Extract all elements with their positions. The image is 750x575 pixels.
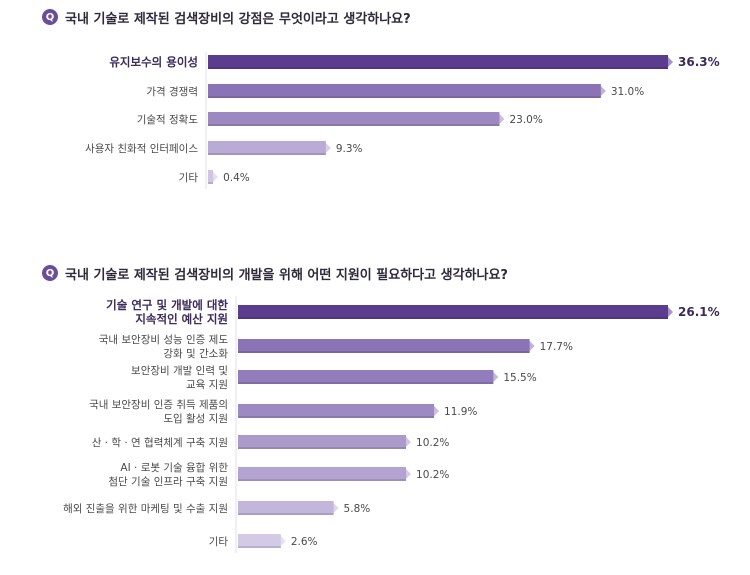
value-label: 17.7% [540, 341, 573, 353]
category-label-line: 보안장비 개발 인력 및 [131, 365, 228, 377]
bar [208, 112, 500, 126]
bar-shadow [208, 96, 601, 98]
category-label-line: 도입 활성 지원 [163, 412, 228, 425]
category-label-line: 산 · 학 · 연 협력체계 구축 지원 [92, 436, 228, 449]
chart-2: 26.1% 기술 연구 및 개발에 대한 지속적인 예산 지원 17.7% 국내 보안장… [63, 296, 720, 553]
category-label-line: AI · 로봇 기술 융합 위한 [120, 461, 228, 474]
value-label: 5.8% [344, 503, 371, 515]
bar-shadow [238, 416, 435, 418]
value-label: 0.4% [223, 172, 250, 184]
question-badge: Q [42, 265, 58, 281]
category-label-line: 기타 [179, 172, 199, 184]
bar [238, 534, 281, 548]
category-label: 기타 [209, 536, 229, 548]
value-label: 9.3% [336, 143, 363, 155]
chart-1: 36.3% 유지보수의 용이성 31.0% 가격 경쟁력 23.0% 기술적 정확도 9.3… [85, 52, 720, 189]
bar [208, 55, 668, 69]
value-label: 15.5% [503, 372, 536, 384]
bar-tip [323, 141, 331, 155]
bar [208, 170, 214, 184]
bar-shadow [238, 479, 407, 481]
bar [238, 339, 530, 353]
bar-tip [666, 55, 673, 69]
category-label-line: 기타 [209, 536, 229, 548]
bar-tip [598, 84, 606, 98]
category-label-line: 해외 진출을 위한 마케팅 및 수출 지원 [63, 502, 228, 515]
category-label-line: 첨단 기술 인프라 구축 지원 [108, 476, 228, 488]
bar-tip [497, 112, 505, 126]
bar [238, 370, 494, 384]
category-label-line: 국내 보안장비 인증 취득 제품의 [89, 399, 228, 411]
bar-shadow [238, 351, 530, 353]
question-1: Q 국내 기술로 제작된 검색장비의 강점은 무엇이라고 생각하나요? [42, 6, 411, 28]
category-label: 기술적 정확도 [137, 113, 199, 126]
question-2: Q 국내 기술로 제작된 검색장비의 개발을 위해 어떤 지원이 필요하다고 생… [42, 262, 508, 284]
bar [238, 467, 407, 481]
bar-tip [491, 370, 499, 384]
bar-shadow [238, 513, 334, 515]
category-label-line: 강화 및 간소화 [163, 348, 228, 360]
bar [238, 501, 334, 515]
question-2-text: 국내 기술로 제작된 검색장비의 개발을 위해 어떤 지원이 필요하다고 생각하… [65, 267, 508, 283]
value-label: 23.0% [509, 114, 542, 126]
category-label: 기술 연구 및 개발에 대한 지속적인 예산 지원 [106, 298, 228, 326]
bar-shadow [208, 182, 214, 184]
bar-tip [404, 435, 412, 449]
value-label: 36.3% [678, 55, 720, 69]
bar-shadow [238, 447, 407, 449]
bar-shadow [208, 67, 668, 69]
category-label-line: 기술적 정확도 [137, 113, 199, 126]
value-label: 10.2% [416, 437, 449, 449]
value-label: 10.2% [416, 469, 449, 481]
category-label-line: 유지보수의 용이성 [109, 55, 198, 69]
category-label: 해외 진출을 위한 마케팅 및 수출 지원 [63, 502, 228, 515]
category-label: 기타 [179, 172, 199, 184]
bar-tip [666, 305, 673, 319]
question-badge: Q [42, 9, 58, 25]
bar-tip [211, 170, 219, 184]
category-label-line: 교육 지원 [186, 379, 228, 391]
value-label: 31.0% [611, 86, 644, 98]
category-label: 가격 경쟁력 [146, 85, 198, 98]
category-label-line: 지속적인 예산 지원 [135, 312, 228, 326]
category-label: 사용자 친화적 인터페이스 [85, 143, 198, 155]
bar [208, 84, 601, 98]
category-label-line: 국내 보안장비 성능 인증 제도 [99, 334, 229, 346]
category-label-line: 가격 경쟁력 [146, 85, 198, 98]
bar-shadow [238, 382, 494, 384]
bar [238, 404, 435, 418]
category-label-line: 사용자 친화적 인터페이스 [85, 143, 198, 155]
category-label: 국내 보안장비 인증 취득 제품의 도입 활성 지원 [89, 399, 228, 425]
bar-tip [527, 339, 535, 353]
bar [238, 305, 668, 319]
bar-shadow [208, 153, 326, 155]
value-label: 2.6% [291, 536, 318, 548]
value-label: 26.1% [678, 305, 720, 319]
bar-shadow [238, 317, 668, 319]
category-label: 산 · 학 · 연 협력체계 구축 지원 [92, 436, 228, 449]
bar [208, 141, 326, 155]
category-label: 유지보수의 용이성 [109, 55, 198, 69]
bar-tip [404, 467, 412, 481]
bar-tip [331, 501, 339, 515]
bar-shadow [238, 546, 281, 548]
question-1-text: 국내 기술로 제작된 검색장비의 강점은 무엇이라고 생각하나요? [65, 11, 411, 27]
bar-tip [432, 404, 440, 418]
bar-shadow [208, 124, 500, 126]
bar [238, 435, 407, 449]
value-label: 11.9% [444, 406, 477, 418]
bar-tip [278, 534, 286, 548]
category-label-line: 기술 연구 및 개발에 대한 [106, 298, 228, 312]
